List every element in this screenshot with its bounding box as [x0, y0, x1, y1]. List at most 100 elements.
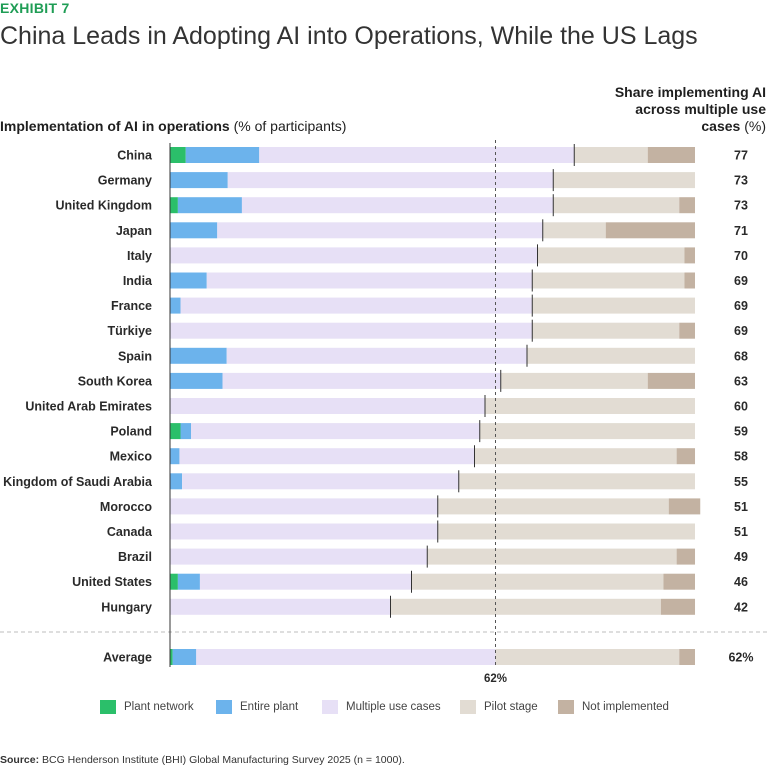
share-header-text: Share implementing AI across multiple us…	[614, 84, 766, 134]
bar-segment-morocco-multiple-use-cases	[170, 498, 438, 515]
bar-segment-average-not-implemented	[679, 649, 695, 665]
bar-segment-united-states-pilot-stage	[411, 573, 664, 590]
subtitle-text: Implementation of AI in operations	[0, 118, 230, 134]
share-value-kingdom-of-saudi-arabia: 55	[734, 475, 748, 489]
exhibit-label: EXHIBIT 7	[0, 0, 70, 16]
share-value-italy: 70	[734, 249, 748, 263]
country-label-germany: Germany	[98, 174, 152, 188]
legend-label: Multiple use cases	[346, 701, 441, 713]
bar-segment-china-pilot-stage	[574, 147, 648, 163]
bar-segment-mexico-multiple-use-cases	[179, 448, 475, 465]
share-value-average: 62%	[728, 651, 753, 665]
bar-segment-india-entire-plant	[170, 272, 207, 289]
share-value-united-states: 46	[734, 575, 748, 589]
bar-segment-united-kingdom-plant-network	[170, 197, 178, 214]
bar-segment-hungary-not-implemented	[660, 598, 696, 615]
bar-segment-poland-entire-plant	[180, 423, 191, 440]
bar-segment-brazil-not-implemented	[676, 548, 696, 565]
country-label-united-kingdom: United Kingdom	[55, 199, 152, 213]
bar-segment-united-states-plant-network	[170, 573, 178, 590]
legend-label: Not implemented	[582, 701, 669, 713]
share-value-mexico: 58	[734, 450, 748, 464]
bar-segment-brazil-pilot-stage	[427, 548, 677, 565]
average-reference-label: 62%	[484, 673, 507, 685]
country-label-brazil: Brazil	[118, 550, 152, 564]
share-value-germany: 73	[734, 174, 748, 188]
bar-segment-average-entire-plant	[172, 649, 197, 665]
bar-segment-poland-plant-network	[170, 423, 181, 440]
country-label-t-rkiye: Türkiye	[108, 324, 153, 338]
bar-segment-italy-pilot-stage	[537, 247, 685, 264]
bar-segment-brazil-multiple-use-cases	[170, 548, 428, 565]
share-value-brazil: 49	[734, 550, 748, 564]
country-label-south-korea: South Korea	[78, 374, 153, 388]
country-label-kingdom-of-saudi-arabia: Kingdom of Saudi Arabia	[3, 475, 153, 489]
share-value-united-arab-emirates: 60	[734, 400, 748, 414]
bar-segment-hungary-multiple-use-cases	[170, 598, 391, 615]
source-text: BCG Henderson Institute (BHI) Global Man…	[42, 754, 405, 766]
legend-label: Pilot stage	[484, 701, 538, 713]
share-value-france: 69	[734, 299, 748, 313]
bar-segment-germany-entire-plant	[170, 172, 228, 189]
bar-segment-china-not-implemented	[647, 147, 695, 163]
bar-segment-china-plant-network	[170, 147, 186, 163]
bar-segment-t-rkiye-pilot-stage	[532, 322, 680, 339]
country-label-china: China	[117, 149, 153, 163]
legend-item-plant-network: Plant network	[100, 700, 194, 714]
bar-segment-canada-pilot-stage	[437, 523, 695, 540]
country-label-canada: Canada	[107, 525, 153, 539]
bar-segment-mexico-not-implemented	[676, 448, 696, 465]
chart-subtitle: Implementation of AI in operations (% of…	[0, 118, 346, 134]
bar-segment-france-entire-plant	[170, 297, 181, 314]
bar-segment-south-korea-entire-plant	[170, 372, 223, 389]
bar-segment-japan-multiple-use-cases	[217, 222, 543, 239]
share-value-united-kingdom: 73	[734, 199, 748, 213]
bar-segment-kingdom-of-saudi-arabia-pilot-stage	[458, 473, 695, 490]
bar-segment-mexico-entire-plant	[170, 448, 180, 465]
bar-segment-united-kingdom-entire-plant	[177, 197, 242, 214]
bar-segment-mexico-pilot-stage	[474, 448, 677, 465]
bar-segment-united-states-not-implemented	[663, 573, 695, 590]
bar-segment-italy-not-implemented	[684, 247, 695, 264]
bar-segment-italy-multiple-use-cases	[170, 247, 538, 264]
share-column-header: Share implementing AI across multiple us…	[606, 84, 766, 135]
share-value-china: 77	[734, 149, 748, 163]
source-label: Source:	[0, 754, 40, 766]
share-value-t-rkiye: 69	[734, 324, 748, 338]
legend-label: Plant network	[124, 701, 194, 713]
bar-segment-south-korea-pilot-stage	[500, 372, 648, 389]
bar-segment-china-entire-plant	[185, 147, 260, 163]
country-label-spain: Spain	[118, 349, 152, 363]
legend-swatch	[216, 700, 232, 714]
bar-segment-hungary-pilot-stage	[390, 598, 661, 615]
country-label-india: India	[123, 274, 153, 288]
country-label-france: France	[111, 299, 152, 313]
bar-segment-average-plant-network	[170, 649, 173, 665]
share-header-unit: (%)	[744, 118, 766, 134]
bar-segment-china-multiple-use-cases	[259, 147, 575, 163]
country-label-hungary: Hungary	[101, 600, 152, 614]
bar-segment-japan-pilot-stage	[542, 222, 606, 239]
bar-segment-average-pilot-stage	[495, 649, 680, 665]
bar-segment-united-states-multiple-use-cases	[199, 573, 412, 590]
bar-segment-morocco-pilot-stage	[437, 498, 669, 515]
bar-segment-france-pilot-stage	[532, 297, 695, 314]
bar-segment-kingdom-of-saudi-arabia-entire-plant	[170, 473, 183, 490]
country-label-mexico: Mexico	[110, 450, 153, 464]
share-value-south-korea: 63	[734, 374, 748, 388]
legend-item-multiple-use-cases: Multiple use cases	[322, 700, 441, 714]
bar-segment-germany-pilot-stage	[553, 172, 695, 189]
share-value-canada: 51	[734, 525, 748, 539]
bar-segment-t-rkiye-not-implemented	[679, 322, 695, 339]
subtitle-unit: (% of participants)	[233, 118, 347, 134]
bar-segment-united-arab-emirates-multiple-use-cases	[170, 398, 485, 414]
legend-item-entire-plant: Entire plant	[216, 700, 298, 714]
source-note: Source: BCG Henderson Institute (BHI) Gl…	[0, 754, 405, 766]
legend-item-pilot-stage: Pilot stage	[460, 700, 538, 714]
share-value-hungary: 42	[734, 600, 748, 614]
country-label-poland: Poland	[110, 425, 152, 439]
bar-segment-poland-pilot-stage	[479, 423, 695, 440]
bar-segment-united-arab-emirates-pilot-stage	[485, 398, 695, 414]
share-value-poland: 59	[734, 425, 748, 439]
